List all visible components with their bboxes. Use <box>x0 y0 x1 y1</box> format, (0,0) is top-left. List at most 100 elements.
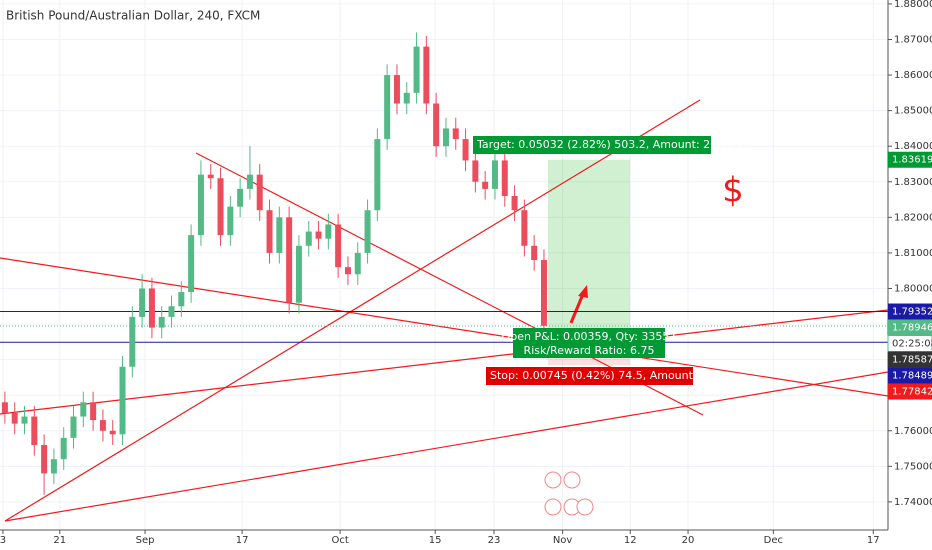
grid <box>0 0 888 530</box>
price-tag-label: 1.78946 <box>892 323 932 334</box>
price-tag-label: 1.78587 <box>892 355 932 366</box>
candle-body <box>354 252 361 275</box>
price-tag-label: 1.78489 <box>892 371 932 382</box>
trend-line <box>0 257 889 397</box>
candle-body <box>197 174 204 236</box>
countdown: 02:25:08 <box>892 339 932 350</box>
y-tick-label: 1.86000 <box>894 70 932 81</box>
trend-line <box>0 309 889 415</box>
candle-body <box>295 245 302 303</box>
candle-body <box>1 402 8 413</box>
candle-body <box>207 174 214 179</box>
candle-body <box>237 188 244 207</box>
candle-body <box>90 402 97 421</box>
candle-body <box>246 174 253 189</box>
candle-body <box>423 46 430 104</box>
x-tick-label: 12 <box>624 535 637 546</box>
price-tag <box>888 383 932 400</box>
y-tick-label: 1.74000 <box>894 497 932 508</box>
x-tick-label: 15 <box>429 535 442 546</box>
x-tick-label: 3 <box>0 535 6 546</box>
candle-body <box>31 416 38 445</box>
candle-body <box>384 75 391 140</box>
candle-body <box>335 224 342 268</box>
trend-line <box>4 371 889 522</box>
candle-body <box>266 210 273 253</box>
target-zone <box>548 159 630 339</box>
candle-body <box>344 267 351 275</box>
candle-body <box>188 235 195 293</box>
price-tag <box>888 367 932 384</box>
target-label: Target: 0.05032 (2.82%) 503.2, Amount: 2… <box>476 138 749 151</box>
candle-body <box>511 195 518 211</box>
candle-body <box>99 420 106 431</box>
x-tick-label: 23 <box>488 535 501 546</box>
candle-body <box>374 139 381 211</box>
candle-body <box>305 231 312 246</box>
candle-body <box>158 316 165 328</box>
candle-body <box>403 92 410 104</box>
candle-body <box>472 160 479 182</box>
position-labels: Target: 0.05032 (2.82%) 503.2, Amount: 2… <box>473 136 749 385</box>
event-icon <box>563 471 581 489</box>
arrow <box>569 293 585 324</box>
x-tick-label: 20 <box>682 535 695 546</box>
price-lines <box>0 311 888 343</box>
candle-body <box>452 128 459 140</box>
price-tag <box>888 303 932 320</box>
price-tag <box>888 351 932 368</box>
annotation: $ <box>722 171 744 211</box>
y-tick-label: 1.82000 <box>894 212 932 223</box>
candle-body <box>41 444 48 474</box>
candle-body <box>50 459 57 474</box>
stop-label: Stop: 0.00745 (0.42%) 74.5, Amount: 750 <box>490 369 721 382</box>
candles <box>1 32 547 495</box>
target-label-box <box>473 136 711 154</box>
chart-title: British Pound/Australian Dollar, 240, FX… <box>6 9 260 23</box>
candle-body <box>521 210 528 246</box>
candle-body <box>227 206 234 236</box>
candle-body <box>482 181 489 189</box>
y-tick-label: 1.81000 <box>894 248 932 259</box>
price-tag-label: 1.79352 <box>892 307 932 318</box>
pnl-label-box <box>513 328 665 358</box>
candle-body <box>462 139 469 161</box>
price-tag-label: 1.77842 <box>892 387 932 398</box>
candle-body <box>109 430 116 435</box>
candle-body <box>11 412 18 424</box>
arrow-head <box>578 285 588 298</box>
candle-body <box>413 46 420 93</box>
candle-body <box>119 366 126 435</box>
candle-body <box>276 217 283 253</box>
candle-body <box>286 217 293 303</box>
x-tick-label: 17 <box>236 535 249 546</box>
candle-body <box>315 231 322 239</box>
price-tag <box>888 319 932 336</box>
candle-body <box>80 402 87 417</box>
y-tick-label: 1.85000 <box>894 106 932 117</box>
x-tick-label: Dec <box>764 535 783 546</box>
price-tag-label: 1.83619 <box>892 155 932 166</box>
pnl-label: Open P&L: 0.00359, Qty: 33557 <box>502 330 677 343</box>
y-tick-label: 1.84000 <box>894 141 932 152</box>
y-tick-label: 1.80000 <box>894 283 932 294</box>
y-tick-label: 1.87000 <box>894 34 932 45</box>
candle-body <box>433 103 440 147</box>
candle-body <box>531 245 538 261</box>
candle-body <box>70 416 77 438</box>
event-icon <box>576 498 594 516</box>
y-tick-label: 1.83000 <box>894 177 932 188</box>
trend-line <box>4 99 701 522</box>
y-tick-label: 1.88000 <box>894 0 932 10</box>
candle-body <box>217 178 224 236</box>
candle-body <box>491 160 498 189</box>
candle-body <box>148 288 155 328</box>
event-icon <box>544 498 562 516</box>
x-tick-label: Oct <box>331 535 348 546</box>
event-icons <box>544 471 594 516</box>
price-tag <box>888 151 932 168</box>
y-tick-label: 1.75000 <box>894 461 932 472</box>
candle-body <box>168 306 175 317</box>
